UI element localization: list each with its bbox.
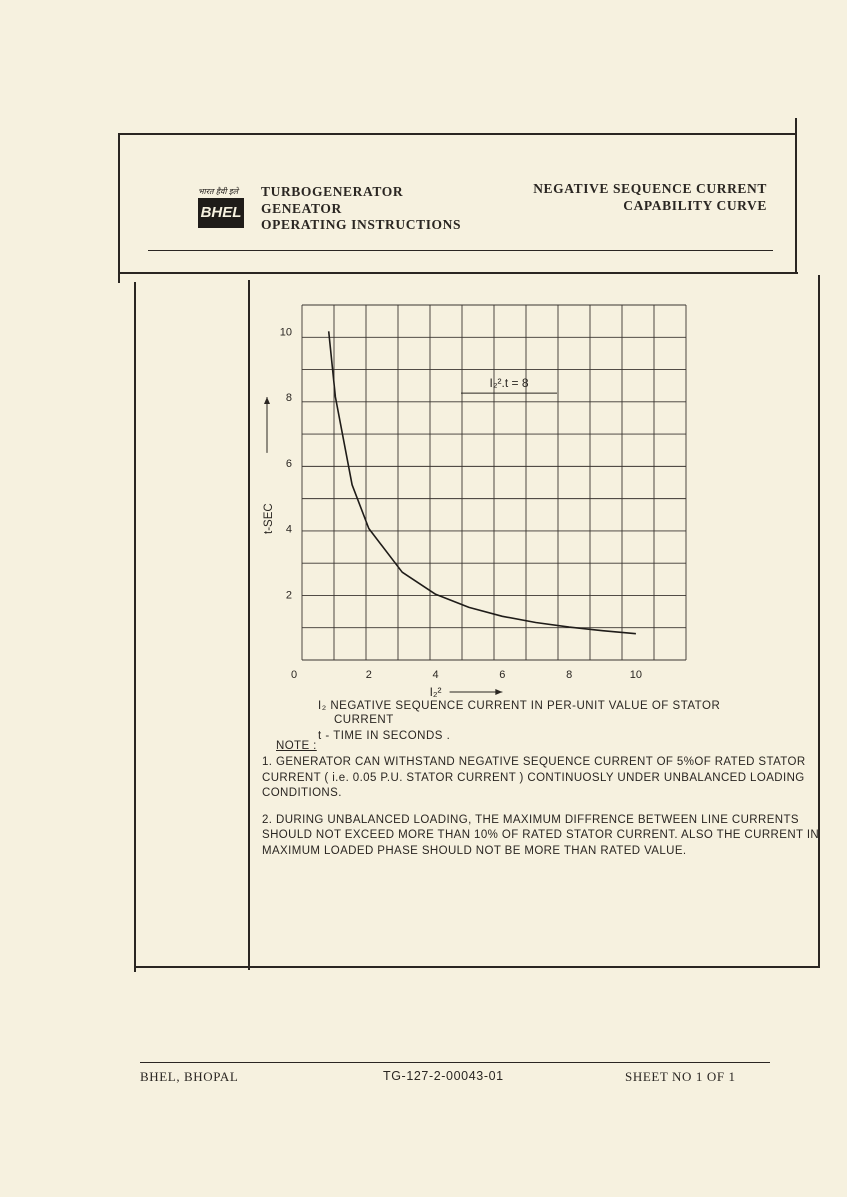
capability-chart: 0 2 4 6 8 10 2 4 6 8 10 I₂² t-SEC I₂².t = 8 bbox=[263, 304, 687, 699]
legend-i2: I₂ NEGATIVE SEQUENCE CURRENT IN PER-UNIT… bbox=[318, 700, 720, 712]
legend-t-text: t - TIME IN SECONDS . bbox=[318, 730, 451, 742]
x-tick-label: 8 bbox=[566, 669, 572, 681]
x-axis-label: I₂² bbox=[430, 685, 442, 699]
title-line-2: GENEATOR bbox=[261, 200, 342, 216]
logo-caption: भारत हैवी इले bbox=[198, 187, 239, 196]
notes-block: NOTE : 1. GENERATOR CAN WITHSTAND NEGATI… bbox=[262, 740, 822, 870]
legend-i2-symbol: I₂ bbox=[318, 700, 327, 712]
header-bottom-line bbox=[120, 272, 798, 274]
body-bottom-line bbox=[134, 966, 820, 968]
subject-line-1: NEGATIVE SEQUENCE CURRENT bbox=[533, 181, 767, 196]
y-tick-label: 4 bbox=[286, 524, 292, 536]
x-tick-label: 2 bbox=[366, 669, 372, 681]
bhel-logo: भारत हैवी इले BHEL bbox=[196, 186, 246, 230]
footer-rule bbox=[140, 1062, 770, 1063]
legend-i2-text-cont: CURRENT bbox=[334, 714, 394, 726]
title-line-1: TURBOGENERATOR bbox=[261, 184, 404, 199]
y-tick-label: 6 bbox=[286, 458, 292, 470]
curve-annotation: I₂².t = 8 bbox=[490, 376, 529, 390]
y-tick-label: 8 bbox=[286, 392, 292, 404]
document-title: TURBOGENERATOR GENEATOR OPERATING INSTRU… bbox=[261, 184, 461, 234]
x-axis-arrowhead bbox=[495, 689, 503, 695]
frame-top-line bbox=[118, 133, 796, 135]
subject-line-2: CAPABILITY CURVE bbox=[623, 197, 767, 213]
x-tick-label: 6 bbox=[499, 669, 505, 681]
y-axis-label: t-SEC bbox=[263, 503, 275, 534]
footer-company: BHEL, BHOPAL bbox=[140, 1069, 239, 1084]
logo-mark: BHEL bbox=[198, 198, 244, 228]
y-tick-label: 10 bbox=[280, 326, 292, 338]
footer-doc-number: TG-127-2-00043-01 bbox=[383, 1069, 504, 1083]
notes-heading: NOTE : bbox=[276, 740, 317, 752]
note-item-1: 1. GENERATOR CAN WITHSTAND NEGATIVE SEQU… bbox=[262, 756, 806, 799]
x-tick-label: 0 bbox=[291, 669, 297, 681]
legend-i2-text: NEGATIVE SEQUENCE CURRENT IN PER-UNIT VA… bbox=[330, 700, 721, 712]
capability-curve bbox=[327, 331, 636, 635]
y-axis-arrowhead bbox=[264, 397, 270, 405]
footer-sheet: SHEET NO 1 OF 1 bbox=[625, 1069, 736, 1084]
frame-left-line bbox=[118, 133, 120, 283]
body-divider-line bbox=[248, 280, 250, 970]
y-tick-label: 2 bbox=[286, 589, 292, 601]
document-subject: NEGATIVE SEQUENCE CURRENT CAPABILITY CUR… bbox=[533, 181, 767, 214]
title-line-3: OPERATING INSTRUCTIONS bbox=[261, 217, 462, 232]
header-divider bbox=[148, 250, 773, 251]
frame-right-line bbox=[795, 118, 797, 273]
body-right-line bbox=[818, 275, 820, 967]
body-left-line bbox=[134, 282, 136, 972]
x-tick-label: 10 bbox=[630, 669, 642, 681]
x-tick-label: 4 bbox=[433, 669, 439, 681]
note-item-2: 2. DURING UNBALANCED LOADING, THE MAXIMU… bbox=[262, 813, 820, 857]
